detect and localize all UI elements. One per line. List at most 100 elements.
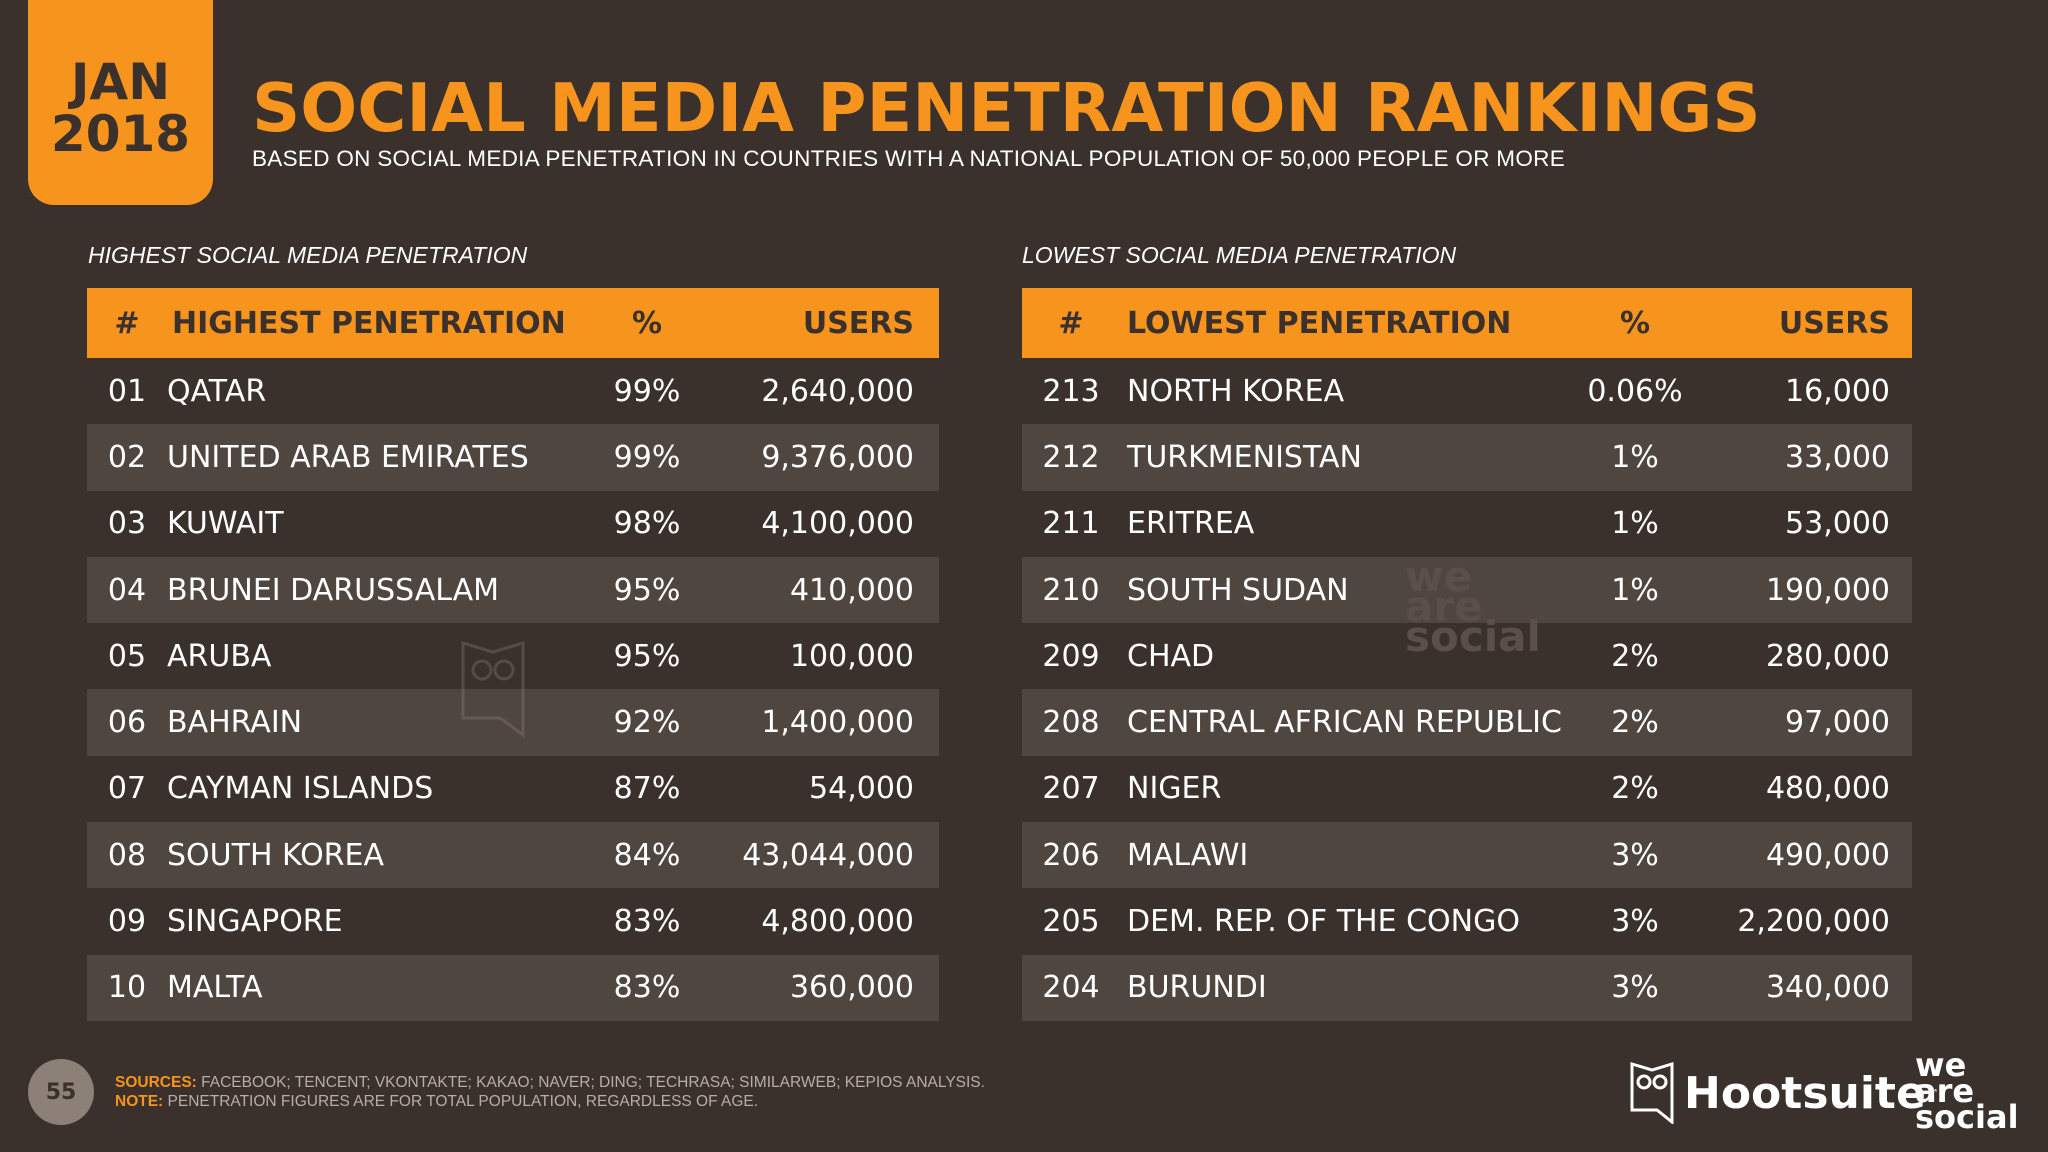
hootsuite-wordmark: Hootsuite [1684, 1067, 1926, 1119]
percent-cell: 1% [1611, 572, 1659, 608]
country-cell: QATAR [167, 373, 267, 409]
rank-cell: 206 [1042, 837, 1100, 873]
sources-label: SOURCES: [115, 1074, 197, 1091]
users-cell: 2,640,000 [761, 373, 914, 409]
users-cell: 360,000 [789, 970, 914, 1006]
rank-cell: 02 [107, 439, 147, 475]
watermark-line1: we [1405, 552, 1473, 601]
country-cell: UNITED ARAB EMIRATES [167, 439, 529, 475]
table-row: 213 NORTH KOREA 0.06% 16,000 [1022, 358, 1912, 424]
percent-cell: 3% [1611, 837, 1659, 873]
watermark-line2: are [1405, 582, 1483, 631]
country-cell: SINGAPORE [167, 904, 343, 940]
table-header: # HIGHEST PENETRATION % USERS [87, 288, 939, 358]
country-cell: MALTA [167, 970, 263, 1006]
users-cell: 16,000 [1785, 373, 1890, 409]
badge-month: JAN [70, 52, 171, 111]
table-row: 09 SINGAPORE 83% 4,800,000 [87, 888, 939, 954]
country-cell: MALAWI [1127, 837, 1249, 873]
users-cell: 280,000 [1765, 638, 1890, 674]
rank-cell: 205 [1042, 904, 1100, 940]
table-row: 204 BURUNDI 3% 340,000 [1022, 954, 1912, 1021]
country-cell: SOUTH SUDAN [1127, 572, 1349, 608]
rank-cell: 01 [107, 373, 147, 409]
users-cell: 43,044,000 [742, 837, 914, 873]
country-cell: CENTRAL AFRICAN REPUBLIC [1127, 705, 1562, 741]
percent-cell: 87% [613, 771, 681, 807]
rank-cell: 210 [1042, 572, 1100, 608]
table-row: 209 CHAD 2% 280,000 [1022, 623, 1912, 689]
country-cell: BURUNDI [1127, 970, 1267, 1006]
logo-line1: we [1915, 1046, 1967, 1084]
header-pct: % [631, 305, 663, 341]
header-name: HIGHEST PENETRATION [172, 305, 566, 341]
users-cell: 100,000 [789, 638, 914, 674]
left-section-label: HIGHEST SOCIAL MEDIA PENETRATION [88, 242, 528, 268]
date-badge: JAN 2018 [28, 0, 213, 205]
users-cell: 410,000 [789, 572, 914, 608]
country-cell: BAHRAIN [167, 705, 303, 741]
owl-watermark-icon [461, 640, 525, 738]
country-cell: CAYMAN ISLANDS [167, 771, 434, 807]
table-row: 207 NIGER 2% 480,000 [1022, 756, 1912, 822]
rank-cell: 212 [1042, 439, 1100, 475]
percent-cell: 83% [613, 970, 681, 1006]
table-row: 04 BRUNEI DARUSSALAM 95% 410,000 [87, 556, 939, 624]
users-cell: 97,000 [1785, 705, 1890, 741]
users-cell: 490,000 [1765, 837, 1890, 873]
table-row: 08 SOUTH KOREA 84% 43,044,000 [87, 822, 939, 889]
percent-cell: 0.06% [1587, 373, 1683, 409]
header-users: USERS [802, 305, 914, 341]
we-are-social-logo: we are social [1915, 1046, 2019, 1136]
highest-penetration-table: # HIGHEST PENETRATION % USERS 01 QATAR 99%… [87, 288, 939, 1021]
rank-cell: 10 [107, 970, 147, 1006]
users-cell: 33,000 [1785, 439, 1890, 475]
percent-cell: 83% [613, 904, 681, 940]
rank-cell: 05 [107, 638, 147, 674]
table-row: 208 CENTRAL AFRICAN REPUBLIC 2% 97,000 [1022, 689, 1912, 756]
header-name: LOWEST PENETRATION [1127, 305, 1512, 341]
users-cell: 340,000 [1765, 970, 1890, 1006]
country-cell: KUWAIT [167, 506, 284, 542]
users-cell: 4,100,000 [761, 506, 914, 542]
users-cell: 2,200,000 [1737, 904, 1890, 940]
table-row: 02 UNITED ARAB EMIRATES 99% 9,376,000 [87, 424, 939, 491]
logo-line3: social [1915, 1098, 2019, 1136]
rank-cell: 209 [1042, 638, 1100, 674]
percent-cell: 2% [1611, 771, 1659, 807]
table-row: 206 MALAWI 3% 490,000 [1022, 822, 1912, 889]
country-cell: ARUBA [167, 638, 272, 674]
users-cell: 54,000 [809, 771, 914, 807]
badge-year: 2018 [50, 104, 191, 163]
percent-cell: 99% [613, 373, 681, 409]
country-cell: SOUTH KOREA [167, 837, 385, 873]
watermark-line3: social [1405, 612, 1541, 661]
table-row: 10 MALTA 83% 360,000 [87, 954, 939, 1021]
rank-cell: 04 [107, 572, 147, 608]
trademark: ™ [1927, 1086, 1939, 1100]
country-cell: BRUNEI DARUSSALAM [167, 572, 500, 608]
header-rank: # [114, 305, 140, 341]
percent-cell: 3% [1611, 970, 1659, 1006]
rank-cell: 06 [107, 705, 147, 741]
table-row: 211 ERITREA 1% 53,000 [1022, 491, 1912, 557]
table-header: # LOWEST PENETRATION % USERS [1022, 288, 1912, 358]
users-cell: 53,000 [1785, 506, 1890, 542]
lowest-penetration-table: # LOWEST PENETRATION % USERS 213 NORTH KO… [1022, 288, 1912, 1021]
users-cell: 480,000 [1765, 771, 1890, 807]
percent-cell: 99% [613, 439, 681, 475]
users-cell: 1,400,000 [761, 705, 914, 741]
we-are-social-watermark: we are social [1405, 552, 1541, 661]
percent-cell: 95% [613, 572, 681, 608]
sources-text: FACEBOOK; TENCENT; VKONTAKTE; KAKAO; NAV… [196, 1074, 985, 1091]
users-cell: 4,800,000 [761, 904, 914, 940]
right-section-label: LOWEST SOCIAL MEDIA PENETRATION [1022, 242, 1457, 268]
rank-cell: 204 [1042, 970, 1100, 1006]
percent-cell: 3% [1611, 904, 1659, 940]
users-cell: 190,000 [1765, 572, 1890, 608]
header-pct: % [1619, 305, 1651, 341]
rank-cell: 213 [1042, 373, 1100, 409]
percent-cell: 1% [1611, 439, 1659, 475]
rank-cell: 09 [107, 904, 147, 940]
logo-line2: are [1915, 1072, 1975, 1110]
